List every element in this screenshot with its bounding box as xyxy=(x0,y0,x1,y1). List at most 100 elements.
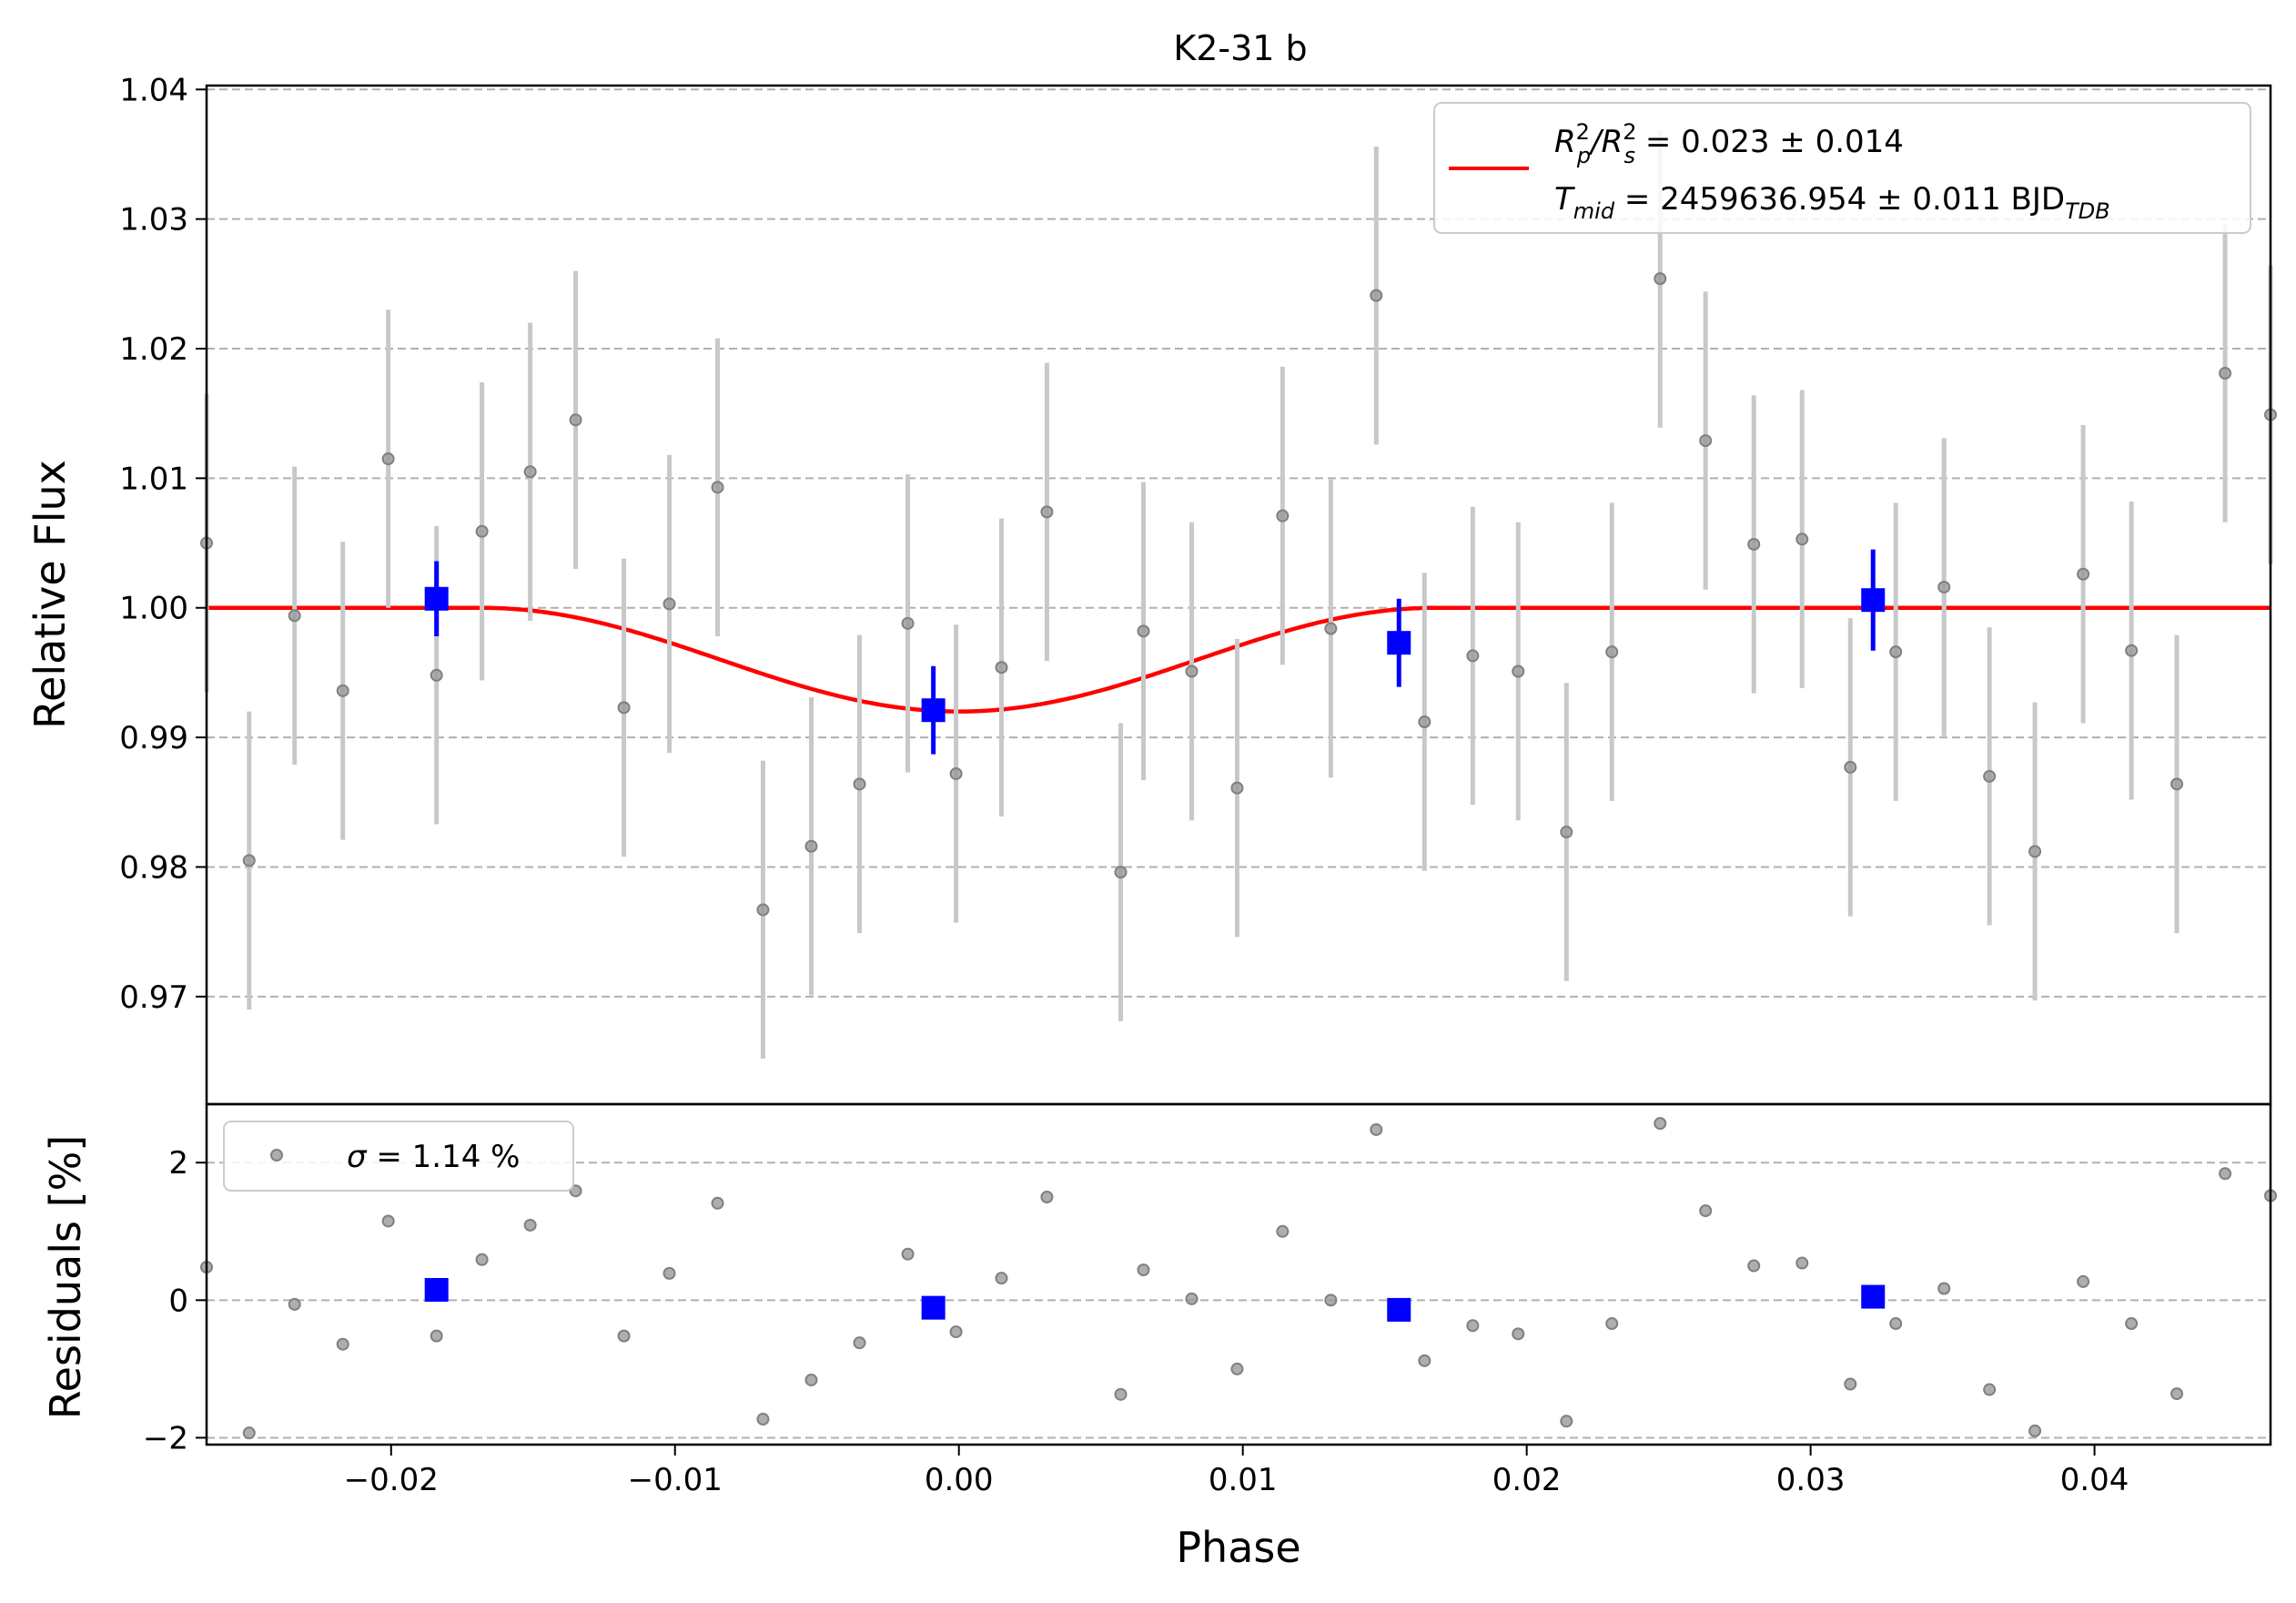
flux-raw-point xyxy=(475,524,489,538)
sigma-symbol: σ xyxy=(347,1139,368,1175)
residuals-raw-point xyxy=(901,1247,915,1261)
flux-raw-point xyxy=(949,766,963,780)
flux-raw-point xyxy=(853,777,866,791)
flux-raw-point xyxy=(2219,367,2232,380)
flux-raw-point xyxy=(569,413,582,427)
residuals-raw-point xyxy=(2170,1387,2184,1401)
residuals-raw-points-layer xyxy=(200,1117,2277,1440)
x-axis-label: Phase xyxy=(1176,1523,1300,1572)
flux-y-axis-label: Relative Flux xyxy=(25,460,75,729)
flux-raw-point xyxy=(1654,272,1667,286)
flux-raw-point xyxy=(1512,665,1525,678)
residuals-raw-point xyxy=(995,1272,1008,1285)
flux-y-tick-label: 0.98 xyxy=(119,849,188,886)
residuals-raw-point xyxy=(617,1329,631,1343)
residuals-binned-point xyxy=(921,1295,946,1320)
residuals-raw-point xyxy=(1560,1415,1573,1428)
depth-symbol-rs-sup: 2 xyxy=(1623,119,1636,145)
x-tick-label: 0.02 xyxy=(1492,1462,1562,1498)
residuals-raw-point xyxy=(2219,1167,2232,1181)
flux-legend-box xyxy=(1433,102,2251,234)
flux-raw-point xyxy=(756,903,770,917)
flux-raw-point xyxy=(995,661,1008,675)
residuals-binned-point xyxy=(424,1278,449,1302)
residuals-raw-point xyxy=(1324,1294,1338,1307)
residuals-raw-point xyxy=(1137,1263,1150,1277)
flux-y-tick-label: 0.97 xyxy=(119,979,188,1016)
residuals-raw-point xyxy=(2077,1274,2090,1288)
tmid-unit-sub: TDB xyxy=(2065,198,2110,224)
flux-raw-point xyxy=(242,854,256,867)
residuals-raw-point xyxy=(1040,1191,1054,1203)
flux-legend-depth-label: R2 p/R2 s = 0.023 ± 0.014 xyxy=(1554,119,1904,168)
x-tick-label: 0.03 xyxy=(1776,1462,1846,1498)
flux-y-tick-label: 0.99 xyxy=(119,720,188,756)
residuals-legend-marker xyxy=(270,1149,283,1162)
flux-y-tick-label: 1.02 xyxy=(119,331,188,368)
x-tick-label: −0.02 xyxy=(344,1462,439,1498)
flux-y-tick-label: 1.00 xyxy=(119,591,188,627)
chart-title: K2-31 b xyxy=(1173,28,1307,68)
residuals-raw-point xyxy=(1370,1122,1383,1136)
flux-raw-point xyxy=(1370,289,1383,302)
sigma-value: = 1.14 % xyxy=(367,1139,521,1175)
flux-raw-point xyxy=(2125,644,2139,657)
flux-binned-points-layer xyxy=(424,549,1886,755)
depth-value: = 0.023 ± 0.014 xyxy=(1635,124,1904,160)
flux-binned-point xyxy=(921,698,946,723)
residuals-raw-point xyxy=(336,1337,349,1351)
residuals-raw-point xyxy=(475,1253,489,1266)
residuals-raw-point xyxy=(1747,1259,1761,1273)
residuals-raw-point xyxy=(1937,1282,1951,1295)
residuals-binned-points-layer xyxy=(424,1278,1886,1322)
residuals-legend-box xyxy=(223,1121,574,1192)
residuals-raw-point xyxy=(663,1266,676,1280)
flux-raw-point xyxy=(1276,509,1290,522)
flux-raw-point xyxy=(1937,580,1951,594)
residuals-raw-point xyxy=(711,1196,724,1210)
depth-symbol-rp-sup: 2 xyxy=(1576,119,1590,145)
flux-raw-point xyxy=(711,481,724,494)
flux-legend: R2 p/R2 s = 0.023 ± 0.014 Tmid = 2459636.9… xyxy=(1433,102,2251,234)
flux-raw-point xyxy=(2077,567,2090,581)
residuals-raw-point xyxy=(1466,1319,1480,1333)
flux-raw-point xyxy=(1185,665,1199,678)
flux-y-tick-label: 1.01 xyxy=(119,461,188,497)
residuals-raw-point xyxy=(1889,1317,1903,1331)
flux-raw-point xyxy=(663,597,676,611)
flux-y-ticks: 0.97 0.98 0.99 1.00 1.01 1.02 1.03 1.04 xyxy=(119,72,207,1016)
residuals-raw-point xyxy=(1185,1292,1199,1305)
residuals-raw-point xyxy=(1230,1362,1244,1375)
flux-raw-point xyxy=(381,452,395,466)
x-tick-label: −0.01 xyxy=(628,1462,723,1498)
flux-y-tick-label: 1.03 xyxy=(119,202,188,238)
flux-raw-point xyxy=(523,465,537,479)
residuals-y-ticks: −2 0 2 xyxy=(143,1145,207,1456)
residuals-y-tick-label: 2 xyxy=(168,1145,188,1182)
residuals-raw-point xyxy=(853,1336,866,1350)
flux-raw-point xyxy=(1605,645,1619,659)
x-ticks: −0.02 −0.01 0.00 0.01 0.02 0.03 0.04 xyxy=(344,1445,2129,1498)
flux-raw-point xyxy=(2170,777,2184,791)
flux-panel: 0.97 0.98 0.99 1.00 1.01 1.02 1.03 1.04 Relativ… xyxy=(25,72,2277,1106)
flux-raw-point xyxy=(901,616,915,630)
flux-raw-point xyxy=(1230,781,1244,795)
residuals-y-axis-label: Residuals [%] xyxy=(41,1135,90,1419)
flux-binned-point xyxy=(1387,631,1411,655)
residuals-y-tick-label: −2 xyxy=(143,1420,188,1456)
x-tick-label: 0.04 xyxy=(2060,1462,2129,1498)
tmid-symbol-sub: mid xyxy=(1573,198,1615,224)
depth-symbol-rs-sub: s xyxy=(1624,143,1636,168)
residuals-raw-point xyxy=(288,1297,301,1311)
flux-raw-point xyxy=(1699,434,1713,448)
residuals-raw-point xyxy=(430,1329,443,1343)
depth-symbol-rp-sub: p xyxy=(1576,143,1591,168)
residuals-raw-point xyxy=(1983,1383,1997,1396)
residuals-raw-point xyxy=(1512,1327,1525,1341)
flux-raw-point xyxy=(1983,769,1997,783)
tmid-symbol: T xyxy=(1554,181,1575,218)
residuals-raw-point xyxy=(1795,1256,1809,1270)
residuals-raw-point xyxy=(523,1218,537,1232)
flux-raw-point xyxy=(1844,760,1857,774)
